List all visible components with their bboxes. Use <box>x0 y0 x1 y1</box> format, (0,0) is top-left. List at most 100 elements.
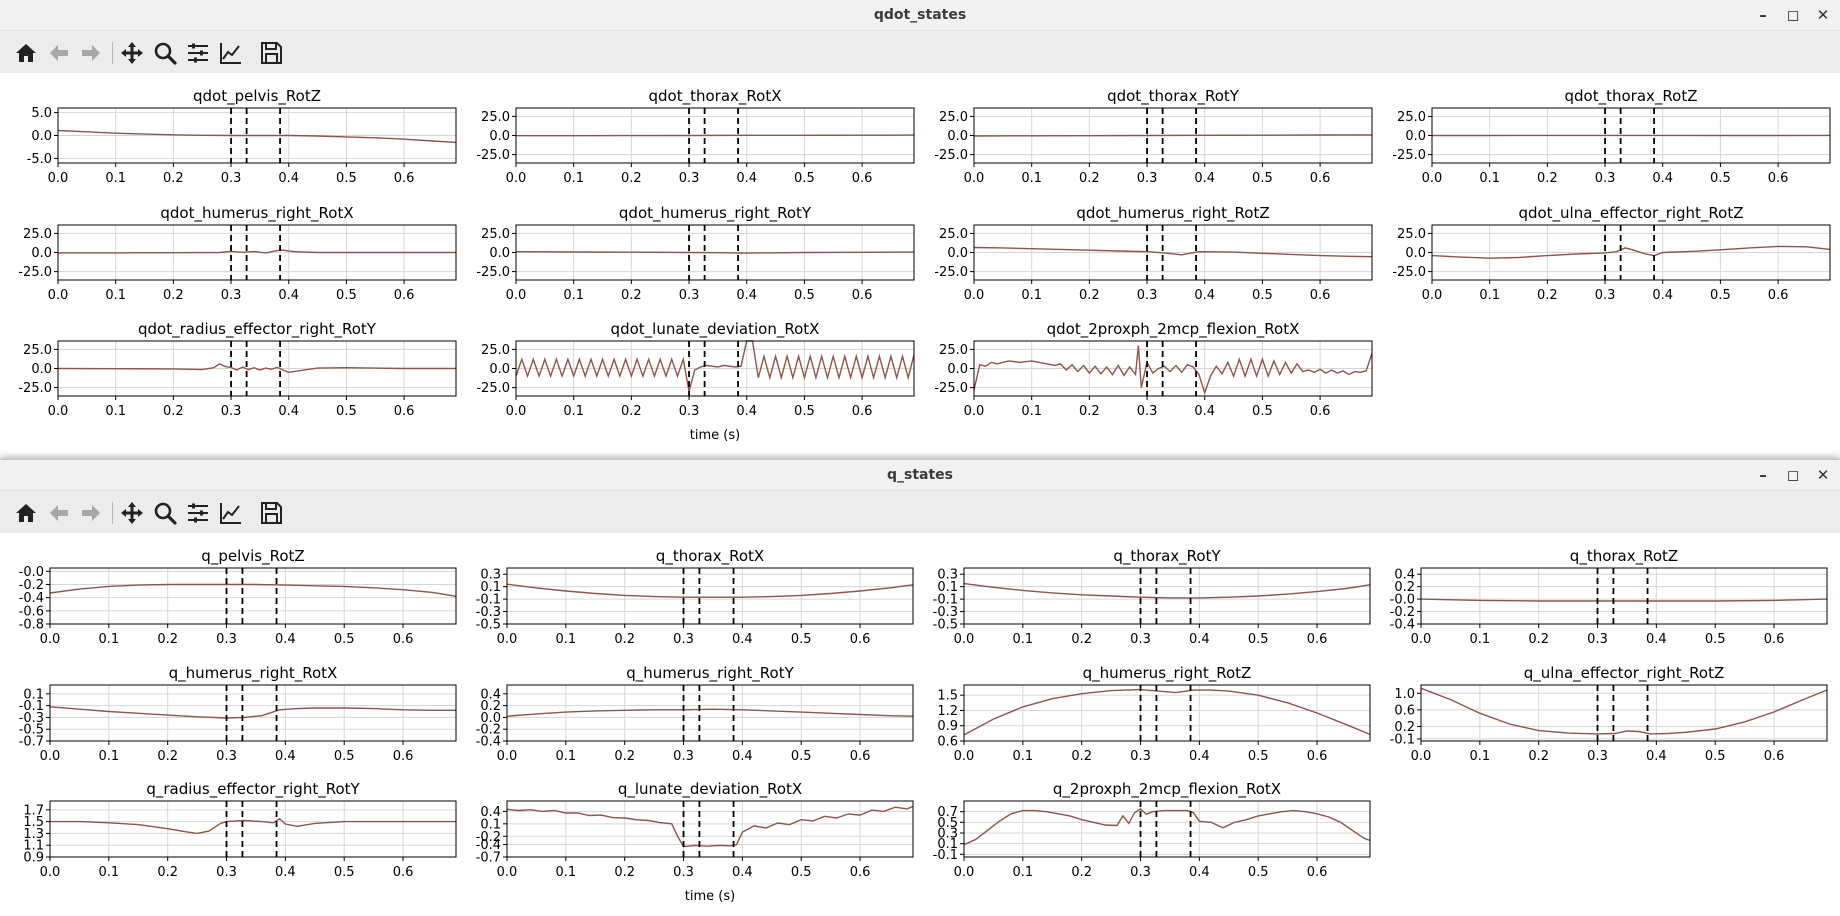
maximize-icon[interactable]: ◻ <box>1778 0 1808 30</box>
subplots-icon[interactable] <box>185 500 211 526</box>
window-titlebar[interactable]: q_states – ◻ ✕ <box>0 460 1840 491</box>
x-tick-label: 0.1 <box>1012 865 1033 880</box>
subplot-title: q_thorax_RotY <box>1113 547 1221 566</box>
zoom-icon[interactable] <box>152 500 178 526</box>
x-tick-label: 0.6 <box>852 171 873 186</box>
y-tick-label: -25.0 <box>476 148 510 163</box>
subplot-title: qdot_lunate_deviation_RotX <box>611 320 820 339</box>
x-tick-label: 0.3 <box>679 404 700 419</box>
x-tick-label: 0.0 <box>506 288 527 303</box>
y-tick-label: -25.0 <box>476 381 510 396</box>
x-tick-label: 0.5 <box>336 171 357 186</box>
pan-icon[interactable] <box>119 500 145 526</box>
x-tick-label: 0.0 <box>40 865 61 880</box>
close-icon[interactable]: ✕ <box>1808 0 1838 30</box>
back-arrow-icon[interactable] <box>46 40 72 66</box>
x-tick-label: 0.1 <box>105 288 126 303</box>
y-tick-label: 25.0 <box>481 110 510 125</box>
x-tick-label: 0.3 <box>1587 749 1608 764</box>
window-title: qdot_states <box>874 7 966 23</box>
y-tick-label: 0.0 <box>1405 246 1426 261</box>
y-tick-label: 25.0 <box>481 343 510 358</box>
zoom-icon[interactable] <box>152 40 178 66</box>
x-tick-label: 0.2 <box>1528 749 1549 764</box>
data-line <box>50 707 456 718</box>
data-line <box>50 585 456 597</box>
window-titlebar[interactable]: qdot_states – ◻ ✕ <box>0 0 1840 31</box>
x-tick-label: 0.6 <box>1768 171 1789 186</box>
axes-edit-icon[interactable] <box>218 40 244 66</box>
y-tick-label: 1.0 <box>1394 687 1415 702</box>
y-tick-label: 25.0 <box>23 343 52 358</box>
x-tick-label: 0.5 <box>791 865 812 880</box>
x-tick-label: 0.4 <box>275 749 296 764</box>
x-tick-label: 0.4 <box>1189 749 1210 764</box>
x-tick-label: 0.0 <box>40 749 61 764</box>
close-icon[interactable]: ✕ <box>1808 460 1838 490</box>
subplots-icon[interactable] <box>185 40 211 66</box>
x-tick-label: 0.6 <box>1768 288 1789 303</box>
x-tick-label: 0.6 <box>850 865 871 880</box>
x-tick-label: 0.4 <box>1652 171 1673 186</box>
x-tick-label: 0.2 <box>1079 171 1100 186</box>
data-line <box>964 690 1370 735</box>
y-tick-label: -25.0 <box>934 148 968 163</box>
x-tick-label: 0.1 <box>555 749 576 764</box>
x-tick-label: 0.4 <box>1194 288 1215 303</box>
x-tick-label: 0.0 <box>964 404 985 419</box>
minimize-icon[interactable]: – <box>1748 0 1778 30</box>
maximize-icon[interactable]: ◻ <box>1778 460 1808 490</box>
x-tick-label: 0.4 <box>1646 632 1667 647</box>
y-tick-label: 1.2 <box>937 704 958 719</box>
x-tick-label: 0.0 <box>1411 749 1432 764</box>
x-tick-label: 0.0 <box>506 404 527 419</box>
x-tick-label: 0.1 <box>1012 749 1033 764</box>
subplot-title: qdot_2proxph_2mcp_flexion_RotX <box>1047 320 1300 339</box>
navigation-toolbar <box>0 31 1840 74</box>
y-tick-label: 0.0 <box>1405 129 1426 144</box>
subplot-title: q_pelvis_RotZ <box>201 547 304 566</box>
x-tick-label: 0.5 <box>1252 171 1273 186</box>
y-tick-label: 25.0 <box>939 227 968 242</box>
forward-arrow-icon[interactable] <box>78 40 104 66</box>
forward-arrow-icon[interactable] <box>78 500 104 526</box>
x-tick-label: 0.2 <box>621 288 642 303</box>
x-tick-label: 0.4 <box>1194 171 1215 186</box>
x-tick-label: 0.1 <box>1021 171 1042 186</box>
window-title: q_states <box>887 467 953 483</box>
save-icon[interactable] <box>258 500 284 526</box>
x-tick-label: 0.3 <box>1587 632 1608 647</box>
subplot-title: qdot_thorax_RotX <box>649 87 782 106</box>
x-tick-label: 0.2 <box>1071 632 1092 647</box>
y-tick-label: -0.4 <box>476 735 501 750</box>
home-icon[interactable] <box>13 40 39 66</box>
back-arrow-icon[interactable] <box>46 500 72 526</box>
x-tick-label: 0.2 <box>163 171 184 186</box>
pan-icon[interactable] <box>119 40 145 66</box>
y-tick-label: 0.0 <box>31 246 52 261</box>
home-icon[interactable] <box>13 500 39 526</box>
x-axis-label: time (s) <box>685 889 735 904</box>
x-tick-label: 0.1 <box>98 865 119 880</box>
x-tick-label: 0.3 <box>216 865 237 880</box>
x-tick-label: 0.0 <box>964 171 985 186</box>
x-tick-label: 0.1 <box>563 404 584 419</box>
save-icon[interactable] <box>258 40 284 66</box>
x-tick-label: 0.2 <box>157 749 178 764</box>
x-tick-label: 0.2 <box>614 865 635 880</box>
x-tick-label: 0.4 <box>278 288 299 303</box>
minimize-icon[interactable]: – <box>1748 460 1778 490</box>
x-tick-label: 0.5 <box>1252 404 1273 419</box>
navigation-toolbar <box>0 491 1840 534</box>
axes-edit-icon[interactable] <box>218 500 244 526</box>
